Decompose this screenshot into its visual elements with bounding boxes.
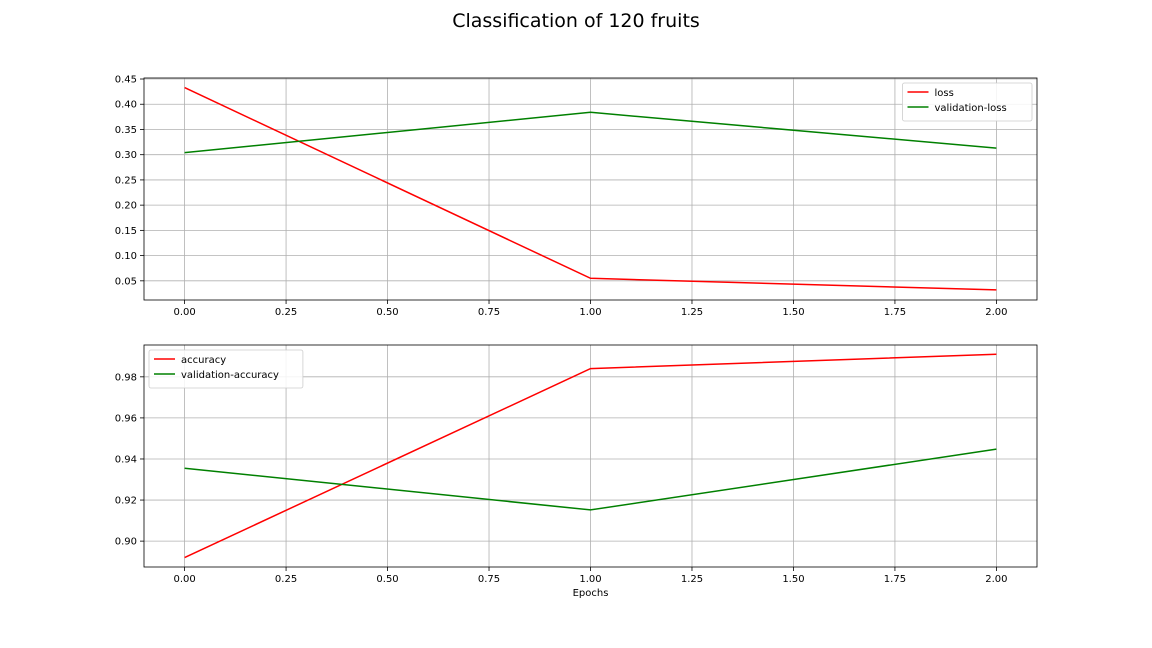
x-tick-label: 1.25 [681,307,703,318]
x-tick-label: 1.75 [884,307,906,318]
x-tick-label: 0.75 [478,574,500,585]
legend-label: validation-loss [935,103,1007,114]
series-line-validation-accuracy [184,448,997,511]
y-tick-label: 0.10 [115,251,137,262]
legend-label: loss [935,88,954,99]
x-axis-label: Epochs [573,588,609,599]
y-tick-label: 0.30 [115,150,137,161]
y-tick-label: 0.92 [115,496,137,507]
x-tick-label: 1.75 [884,574,906,585]
x-tick-label: 0.25 [275,574,297,585]
y-tick-label: 0.40 [115,100,137,111]
y-tick-label: 0.05 [115,276,137,287]
legend-label: accuracy [181,355,226,366]
legend: accuracy validation-accuracy [148,349,304,389]
accuracy-subplot: 0.00 0.25 0.50 0.75 1.00 1.25 1.50 1.75 2.00 0.90… [115,344,1038,599]
axes-frame [143,77,1038,301]
x-tick-label: 1.25 [681,574,703,585]
x-tick-label: 2.00 [985,307,1007,318]
x-tick-label: 0.25 [275,307,297,318]
axes-frame [143,344,1038,568]
y-tick-label: 0.94 [115,454,137,465]
legend-box [148,349,304,389]
x-tick-label: 0.00 [173,574,195,585]
x-tick-label: 0.75 [478,307,500,318]
y-tick-label: 0.96 [115,413,137,424]
y-tick-label: 0.35 [115,125,137,136]
y-tick-label: 0.90 [115,537,137,548]
series-line-validation-loss [184,111,997,154]
loss-subplot: 0.00 0.25 0.50 0.75 1.00 1.25 1.50 1.75 2.00 0.05… [115,75,1038,318]
y-tick-label: 0.98 [115,372,137,383]
legend: loss validation-loss [902,82,1033,122]
x-tick-label: 1.50 [782,307,804,318]
figure-title: Classification of 120 fruits [452,10,700,32]
x-tick-label: 1.50 [782,574,804,585]
series-line-accuracy [184,353,997,559]
y-tick-label: 0.25 [115,175,137,186]
x-tick-label: 1.00 [579,307,601,318]
x-tick-label: 1.00 [579,574,601,585]
legend-label: validation-accuracy [181,370,279,381]
x-tick-label: 0.50 [376,574,398,585]
legend-box [902,82,1033,122]
series-line-loss [184,86,997,291]
x-tick-label: 2.00 [985,574,1007,585]
y-tick-label: 0.20 [115,201,137,212]
x-tick-label: 0.50 [376,307,398,318]
x-tick-label: 0.00 [173,307,195,318]
y-tick-label: 0.15 [115,226,137,237]
y-tick-label: 0.45 [115,75,137,86]
